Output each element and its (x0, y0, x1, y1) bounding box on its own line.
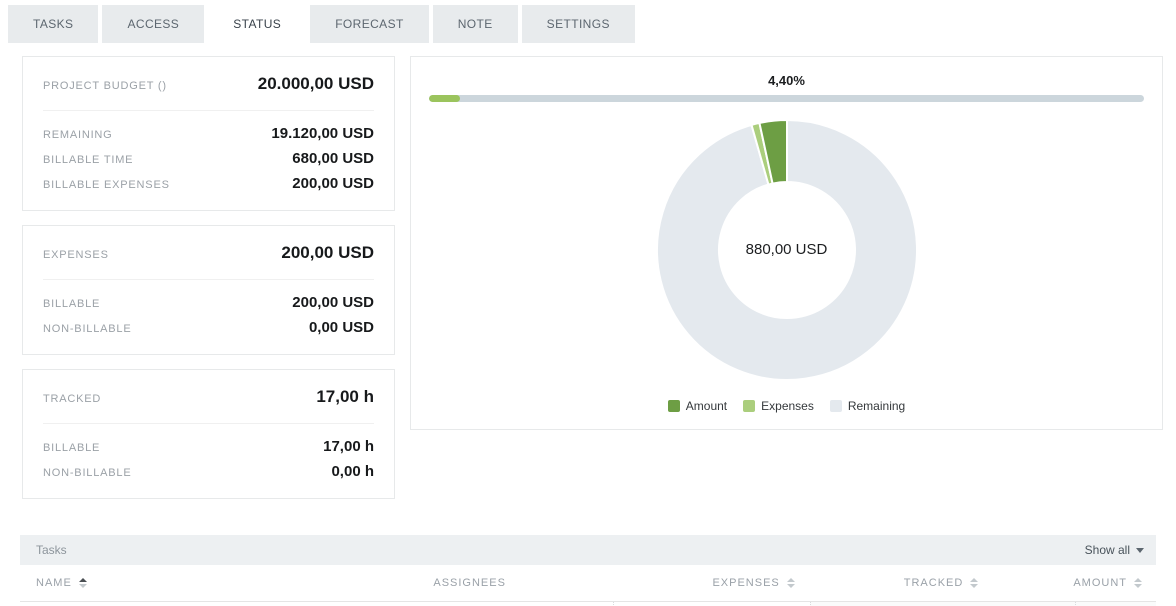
divider (43, 279, 374, 280)
remaining-row: REMAINING 19.120,00 USD (43, 122, 374, 147)
chevron-down-icon (1136, 547, 1144, 553)
donut-slice-remaining[interactable] (655, 118, 918, 381)
expenses-nonbillable-row: NON-BILLABLE 0,00 USD (43, 316, 374, 341)
budget-progress-bar (429, 95, 1144, 102)
donut-center-total: 880,00 USD (745, 241, 828, 258)
expenses-label: EXPENSES (43, 249, 109, 261)
legend-expenses-label: Expenses (761, 399, 814, 413)
expenses-billable-label: BILLABLE (43, 298, 101, 310)
tracked-billable-row: BILLABLE 17,00 h (43, 435, 374, 460)
expenses-billable-row: BILLABLE 200,00 USD (43, 291, 374, 316)
amount-column-label: AMOUNT (1073, 577, 1127, 589)
sort-by-amount[interactable]: AMOUNT (1073, 577, 1142, 589)
expenses-value: 200,00 USD (281, 243, 374, 262)
amount-swatch-icon (667, 400, 680, 412)
remaining-swatch-icon (829, 400, 842, 412)
tracked-billable-value: 17,00 h (323, 438, 374, 455)
expenses-nonbillable-value: 0,00 USD (308, 319, 374, 336)
table-row[interactable]: Design John Miller 0,00 USD 0,00h 0,00 U… (20, 602, 1156, 606)
legend-item-amount[interactable]: Amount (667, 399, 728, 413)
divider (43, 110, 374, 111)
tracked-column-label: TRACKED (903, 577, 964, 589)
tab-status[interactable]: STATUS (208, 5, 307, 43)
billable-time-row: BILLABLE TIME 680,00 USD (43, 147, 374, 172)
legend-remaining-label: Remaining (847, 399, 906, 413)
tasks-table: Tasks Show all NAME ASSIGNEES EXPENSES T… (20, 535, 1156, 606)
donut-svg[interactable] (654, 117, 920, 383)
billable-time-label: BILLABLE TIME (43, 154, 134, 166)
budget-progress-fill (429, 95, 461, 102)
task-tracked-cell: 0,00h (810, 602, 1075, 606)
billable-time-value: 680,00 USD (292, 150, 374, 167)
billable-expenses-value: 200,00 USD (292, 175, 374, 192)
expenses-swatch-icon (743, 400, 756, 412)
expenses-panel: EXPENSES 200,00 USD BILLABLE 200,00 USD … (22, 225, 395, 355)
expenses-primary-row: EXPENSES 200,00 USD (43, 241, 374, 267)
sort-icon (78, 578, 87, 588)
legend-item-expenses[interactable]: Expenses (743, 399, 814, 413)
sort-by-expenses[interactable]: EXPENSES (712, 577, 795, 589)
tracked-primary-row: TRACKED 17,00 h (43, 385, 374, 411)
task-expenses-cell: 0,00 USD (613, 602, 810, 606)
budget-primary-row: PROJECT BUDGET () 20.000,00 USD (43, 72, 374, 98)
sort-icon (1134, 578, 1142, 588)
chart-legend: Amount Expenses Remaining (429, 399, 1144, 413)
budget-chart-card: 4,40% 880,00 USD Amount Expenses Remaini… (410, 56, 1163, 430)
tab-bar: TASKS ACCESS STATUS FORECAST NOTE SETTIN… (0, 0, 1176, 43)
billable-expenses-label: BILLABLE EXPENSES (43, 179, 170, 191)
tasks-table-header-bar: Tasks Show all (20, 535, 1156, 565)
expenses-nonbillable-label: NON-BILLABLE (43, 323, 132, 335)
tracked-panel: TRACKED 17,00 h BILLABLE 17,00 h NON-BIL… (22, 369, 395, 499)
budget-used-percent: 4,40% (768, 73, 805, 88)
budget-panel: PROJECT BUDGET () 20.000,00 USD REMAININ… (22, 56, 395, 211)
expenses-billable-value: 200,00 USD (292, 294, 374, 311)
tracked-nonbillable-row: NON-BILLABLE 0,00 h (43, 460, 374, 485)
remaining-label: REMAINING (43, 129, 113, 141)
sort-icon (786, 578, 795, 588)
tab-settings[interactable]: SETTINGS (521, 5, 635, 43)
tab-access[interactable]: ACCESS (102, 5, 205, 43)
tracked-billable-label: BILLABLE (43, 442, 101, 454)
task-amount-cell: 0,00 USD (1075, 602, 1156, 606)
tracked-label: TRACKED (43, 393, 102, 405)
donut-slice-amount[interactable] (757, 118, 788, 185)
tracked-nonbillable-value: 0,00 h (331, 463, 374, 480)
show-all-label: Show all (1084, 543, 1130, 557)
tab-tasks[interactable]: TASKS (8, 5, 99, 43)
billable-expenses-row: BILLABLE EXPENSES 200,00 USD (43, 172, 374, 197)
expenses-column-label: EXPENSES (712, 577, 780, 589)
tasks-column-headers: NAME ASSIGNEES EXPENSES TRACKED AMOUNT (20, 565, 1156, 602)
budget-label: PROJECT BUDGET () (43, 80, 167, 92)
tracked-value: 17,00 h (316, 387, 374, 406)
remaining-value: 19.120,00 USD (271, 125, 374, 142)
legend-item-remaining[interactable]: Remaining (829, 399, 906, 413)
sort-by-name[interactable]: NAME (36, 577, 87, 589)
budget-value: 20.000,00 USD (257, 74, 374, 93)
name-column-label: NAME (36, 577, 72, 589)
budget-donut-chart[interactable]: 880,00 USD (654, 117, 920, 388)
assignees-column-label: ASSIGNEES (433, 577, 506, 589)
status-content: PROJECT BUDGET () 20.000,00 USD REMAININ… (0, 43, 1176, 499)
tasks-table-title: Tasks (36, 543, 67, 557)
sort-by-tracked[interactable]: TRACKED (904, 577, 979, 589)
divider (43, 423, 374, 424)
tab-note[interactable]: NOTE (432, 5, 518, 43)
legend-amount-label: Amount (685, 399, 728, 413)
sort-icon (970, 578, 979, 588)
summary-column: PROJECT BUDGET () 20.000,00 USD REMAININ… (22, 56, 395, 499)
show-all-dropdown[interactable]: Show all (1085, 543, 1144, 557)
tab-forecast[interactable]: FORECAST (310, 5, 429, 43)
tracked-nonbillable-label: NON-BILLABLE (43, 467, 132, 479)
